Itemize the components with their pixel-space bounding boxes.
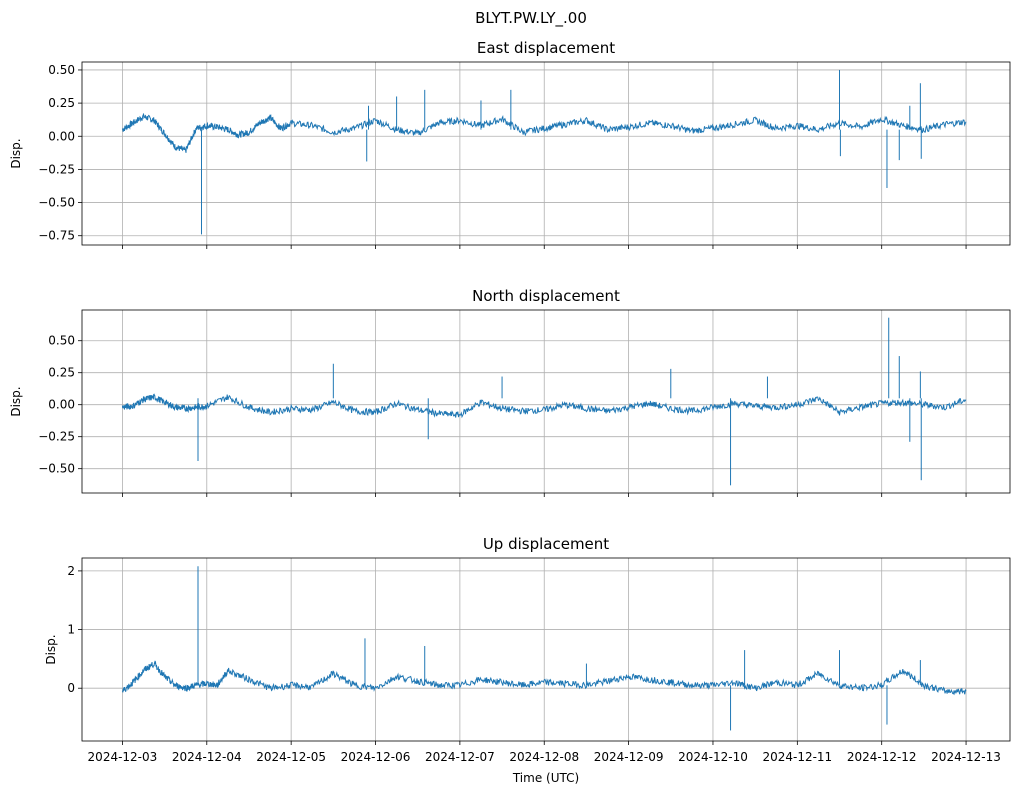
y-tick-label: −0.25 bbox=[38, 430, 75, 444]
y-tick-label: −0.50 bbox=[38, 462, 75, 476]
y-tick-label: 0.25 bbox=[48, 96, 75, 110]
panel-title: Up displacement bbox=[483, 535, 609, 553]
y-tick-label: 0.25 bbox=[48, 366, 75, 380]
x-axis-label: Time (UTC) bbox=[512, 771, 579, 785]
y-tick-label: 0.50 bbox=[48, 334, 75, 348]
y-tick-label: −0.25 bbox=[38, 162, 75, 176]
y-tick-label: 0.00 bbox=[48, 398, 75, 412]
y-tick-label: 0.50 bbox=[48, 63, 75, 77]
x-tick-label: 2024-12-11 bbox=[762, 750, 832, 764]
y-tick-label: 2 bbox=[67, 564, 75, 578]
plot-frame bbox=[81, 557, 1011, 742]
x-tick-label: 2024-12-12 bbox=[847, 750, 917, 764]
y-tick-label: 1 bbox=[67, 623, 75, 637]
y-tick-label: −0.75 bbox=[38, 229, 75, 243]
y-axis-label: Disp. bbox=[9, 386, 23, 416]
x-tick-label: 2024-12-06 bbox=[341, 750, 411, 764]
x-tick-label: 2024-12-13 bbox=[931, 750, 1001, 764]
plot-frame bbox=[81, 309, 1011, 494]
x-tick-label: 2024-12-07 bbox=[425, 750, 495, 764]
y-tick-label: 0.00 bbox=[48, 129, 75, 143]
x-tick-label: 2024-12-09 bbox=[594, 750, 664, 764]
y-axis-label: Disp. bbox=[9, 138, 23, 168]
series-line bbox=[121, 393, 967, 419]
y-tick-label: −0.50 bbox=[38, 196, 75, 210]
y-axis-label: Disp. bbox=[44, 634, 58, 664]
plot-frame bbox=[81, 61, 1011, 246]
x-tick-label: 2024-12-10 bbox=[678, 750, 748, 764]
x-tick-label: 2024-12-04 bbox=[172, 750, 242, 764]
series-line bbox=[121, 113, 967, 153]
series-line bbox=[121, 660, 967, 696]
chart-suptitle: BLYT.PW.LY_.00 bbox=[475, 9, 587, 28]
x-tick-label: 2024-12-08 bbox=[509, 750, 579, 764]
x-tick-label: 2024-12-03 bbox=[88, 750, 158, 764]
panel-title: North displacement bbox=[472, 287, 620, 305]
panel-title: East displacement bbox=[477, 39, 615, 57]
x-tick-label: 2024-12-05 bbox=[256, 750, 326, 764]
y-tick-label: 0 bbox=[67, 681, 75, 695]
